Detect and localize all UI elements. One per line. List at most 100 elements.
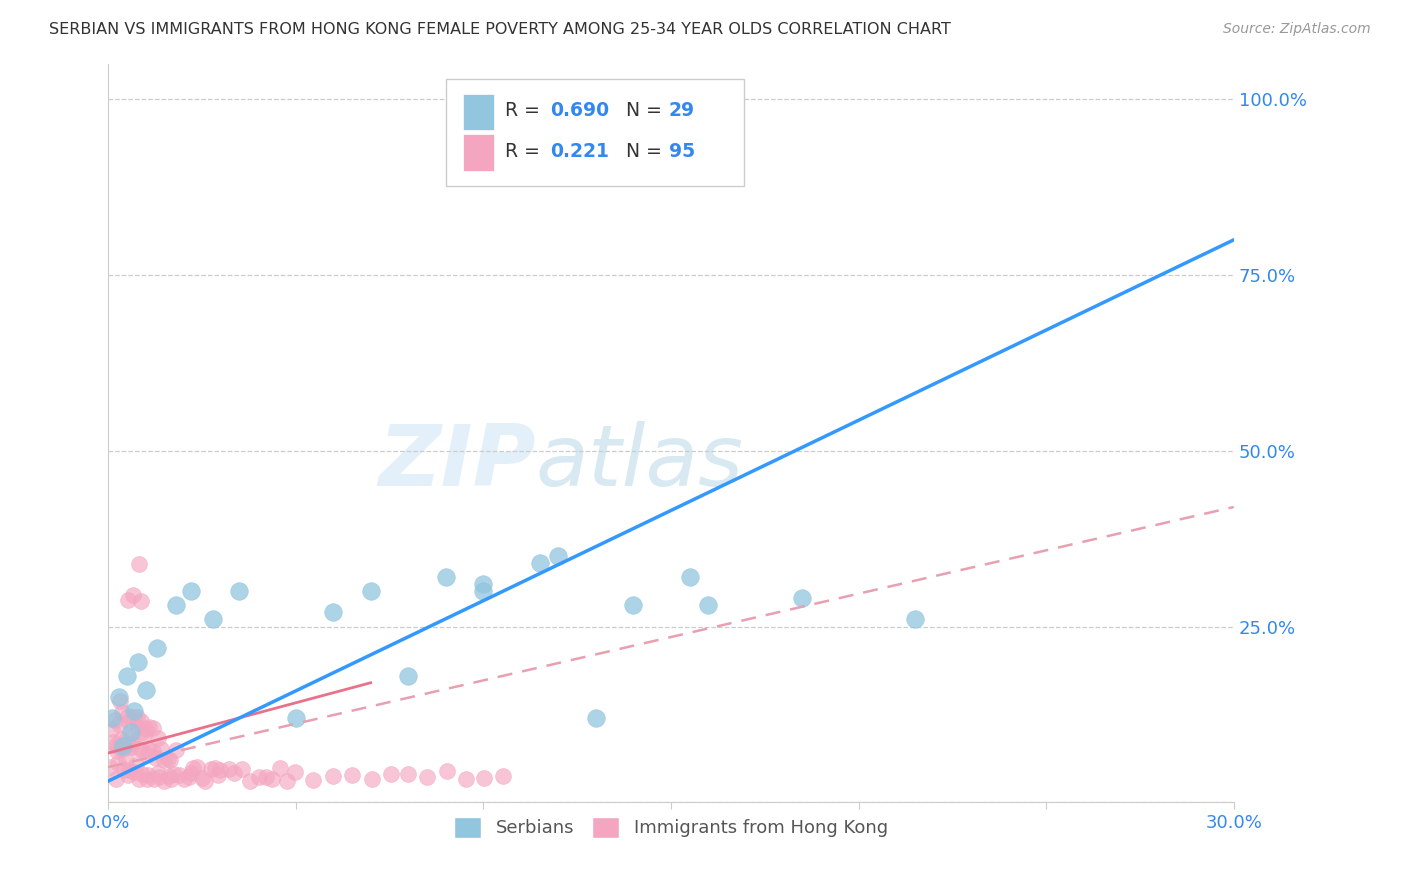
Point (111, 739, 134, 753)
Point (153, 773, 176, 788)
Text: 29: 29 (669, 101, 695, 120)
Point (134, 682, 156, 697)
Point (322, 769, 344, 783)
Point (141, 744, 163, 758)
Point (181, 761, 204, 775)
Point (792, 591, 814, 606)
Point (135, 722, 157, 736)
Point (125, 710, 148, 724)
Point (247, 770, 270, 784)
Text: N =: N = (626, 101, 668, 120)
Text: 95: 95 (669, 142, 695, 161)
Point (131, 725, 153, 739)
Point (115, 669, 138, 683)
Point (160, 772, 183, 786)
Point (157, 752, 180, 766)
Point (454, 772, 477, 786)
FancyBboxPatch shape (463, 134, 494, 171)
Point (120, 739, 142, 754)
Point (138, 720, 160, 734)
Point (191, 771, 214, 785)
Point (145, 751, 167, 765)
Text: ZIP: ZIP (378, 421, 536, 504)
Point (204, 761, 226, 775)
Point (529, 556, 551, 570)
Point (207, 768, 229, 782)
Point (165, 743, 187, 757)
Point (173, 772, 195, 787)
Point (110, 731, 132, 746)
Point (180, 584, 202, 599)
Point (112, 763, 135, 777)
Point (118, 763, 141, 777)
Point (111, 742, 134, 756)
Point (472, 772, 495, 786)
Point (108, 693, 131, 707)
Point (360, 772, 382, 786)
Point (98, 760, 121, 774)
Point (396, 669, 419, 683)
Text: R =: R = (505, 142, 553, 161)
Point (302, 773, 325, 788)
Point (202, 612, 225, 626)
Point (193, 774, 215, 789)
Point (114, 752, 136, 766)
Point (127, 655, 149, 669)
Point (142, 721, 165, 735)
Text: 0.221: 0.221 (550, 142, 609, 161)
Point (121, 589, 143, 603)
FancyBboxPatch shape (463, 94, 494, 130)
Text: 0.690: 0.690 (550, 101, 610, 120)
Point (492, 769, 515, 783)
Text: R =: R = (505, 101, 547, 120)
Point (472, 584, 495, 599)
Text: Source: ZipAtlas.com: Source: ZipAtlas.com (1223, 22, 1371, 37)
Point (585, 711, 607, 725)
Point (138, 768, 160, 782)
Point (122, 736, 145, 750)
Point (100, 711, 122, 725)
Point (228, 584, 250, 599)
Point (180, 765, 202, 780)
Point (117, 767, 139, 781)
Point (621, 599, 644, 613)
Point (124, 710, 146, 724)
Point (100, 722, 122, 736)
Point (135, 772, 157, 786)
Point (150, 741, 173, 756)
Text: N =: N = (626, 142, 668, 161)
Point (322, 606, 344, 620)
Point (239, 773, 262, 788)
Point (128, 742, 150, 756)
Point (177, 770, 200, 784)
FancyBboxPatch shape (446, 78, 744, 186)
Point (436, 764, 458, 778)
Point (105, 772, 128, 786)
Point (142, 772, 165, 786)
Point (163, 766, 186, 780)
Point (104, 713, 127, 727)
Point (146, 640, 169, 655)
Point (396, 766, 419, 780)
Point (340, 768, 363, 782)
Point (122, 704, 145, 718)
Point (108, 716, 131, 731)
Point (135, 747, 157, 762)
Point (231, 762, 253, 776)
Point (200, 763, 222, 777)
Point (129, 742, 152, 756)
Point (276, 773, 298, 788)
Point (131, 766, 153, 780)
Point (224, 765, 246, 780)
Text: atlas: atlas (536, 421, 744, 504)
Point (169, 768, 191, 782)
Point (105, 744, 128, 758)
Point (254, 770, 277, 784)
Point (107, 739, 129, 754)
Point (904, 612, 927, 626)
Point (157, 769, 180, 783)
Point (117, 593, 139, 607)
Point (209, 764, 232, 778)
Point (697, 599, 720, 613)
Point (108, 690, 131, 704)
